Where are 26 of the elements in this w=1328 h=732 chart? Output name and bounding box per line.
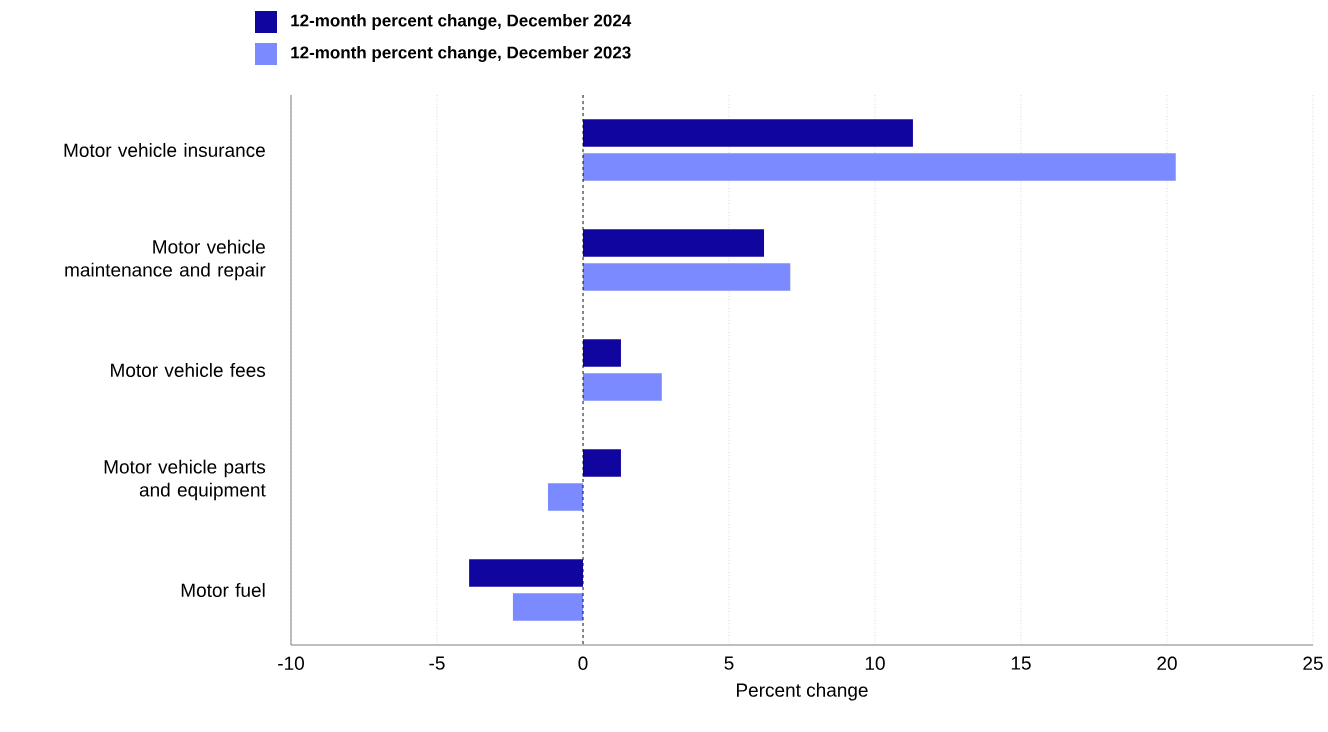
legend-label: 12-month percent change, December 2024 [291, 14, 632, 30]
bar [582, 339, 621, 367]
bar [582, 373, 662, 401]
y-tick-label: Motor fuel [181, 583, 265, 597]
x-tick-label: 0 [578, 656, 588, 670]
y-tick-label: Motor vehicle maintenance and repair [65, 239, 266, 281]
x-tick-label: 10 [865, 656, 885, 670]
x-tick-label: 15 [1011, 656, 1031, 670]
x-tick-label: 5 [724, 656, 734, 670]
bar [582, 449, 621, 477]
x-axis-title: Percent change [737, 682, 868, 701]
bar [469, 559, 583, 587]
bar [547, 483, 583, 511]
bar [582, 263, 791, 291]
legend-label: 12-month percent change, December 2023 [291, 46, 631, 62]
x-tick-label: -5 [429, 656, 445, 670]
bar [582, 153, 1176, 181]
x-tick-label: 20 [1157, 656, 1177, 670]
x-tick-label: -10 [278, 656, 304, 670]
bar [512, 593, 583, 621]
y-tick-label: Motor vehicle fees [111, 363, 266, 377]
y-tick-label: Motor vehicle insurance [64, 143, 265, 157]
bar [582, 229, 765, 257]
x-tick-label: 25 [1303, 656, 1323, 670]
y-tick-label: Motor vehicle parts and equipment [104, 459, 266, 501]
bar [582, 119, 913, 147]
